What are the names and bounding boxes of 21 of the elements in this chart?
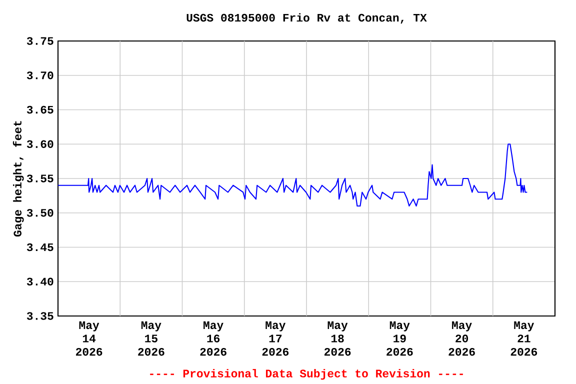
- y-tick-label: 3.50: [26, 208, 54, 217]
- x-tick-label: May 14 2026: [76, 321, 102, 356]
- y-tick-label: 3.60: [26, 140, 54, 148]
- x-tick-label: May 20 2026: [448, 321, 475, 356]
- y-tick-label: 3.65: [26, 106, 54, 114]
- y-tick-label: 3.40: [26, 278, 54, 286]
- x-tick-label: May 18 2026: [324, 321, 351, 356]
- x-tick-label: May 21 2026: [510, 321, 538, 356]
- chart-title: USGS 08195000 Frio Rv at Concan, TX: [186, 13, 427, 24]
- y-tick-label: 3.70: [26, 71, 54, 80]
- x-tick-label: May 17 2026: [262, 321, 289, 356]
- y-tick-label: 3.45: [26, 243, 54, 252]
- y-tick-label: 3.35: [26, 312, 54, 320]
- x-tick-label: May 19 2026: [386, 321, 413, 356]
- x-tick-label: May 16 2026: [200, 321, 226, 356]
- text: ---- Provisional Data Subject to Revision ----: [150, 369, 463, 380]
- line-series: [58, 144, 528, 207]
- y-axis-title: Gage height, feet: [12, 121, 24, 237]
- x-tick-label: May 15 2026: [138, 321, 164, 356]
- y-tick-label: 3.55: [26, 174, 54, 182]
- y-tick-label: 3.75: [26, 37, 54, 45]
